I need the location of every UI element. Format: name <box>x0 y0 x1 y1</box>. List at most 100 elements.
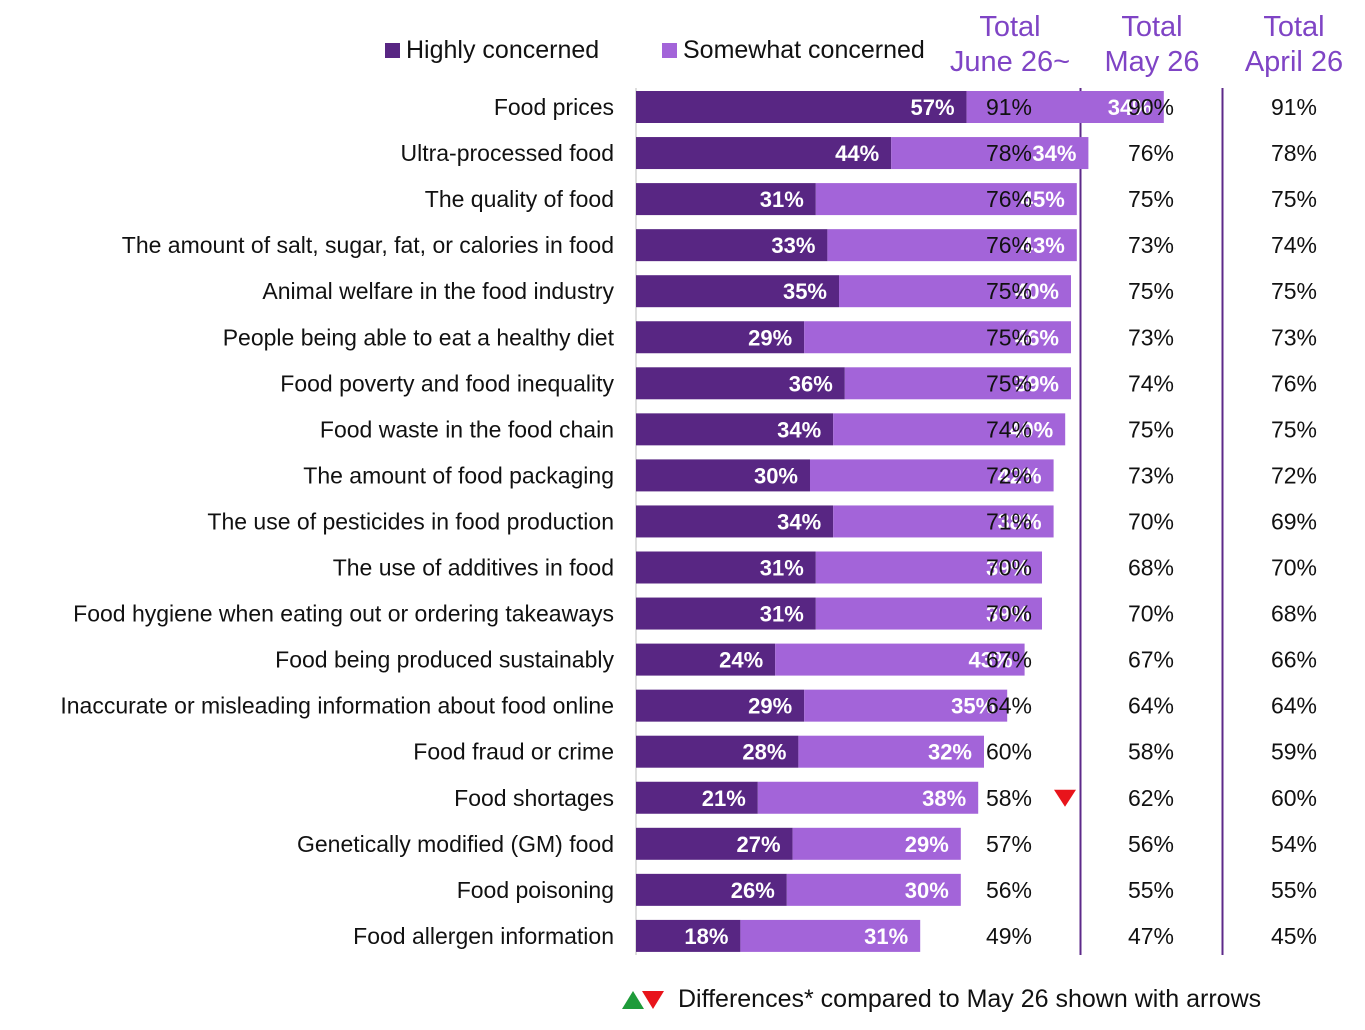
table-cell: 58% <box>986 785 1032 811</box>
bar-somewhat <box>804 689 1008 722</box>
bar-highly <box>636 459 810 492</box>
data-label-somewhat: 31% <box>864 924 908 949</box>
legend-swatch-somewhat <box>662 43 677 58</box>
bar-highly <box>636 275 839 308</box>
table-cell: 64% <box>986 693 1032 719</box>
category-label: Inaccurate or misleading information abo… <box>60 693 614 719</box>
bar-highly <box>636 91 967 123</box>
data-label-somewhat: 39% <box>1015 371 1059 396</box>
bar-highly <box>636 597 816 630</box>
data-label-highly: 34% <box>777 417 821 442</box>
bar-somewhat <box>786 873 961 906</box>
column-header-line2: May 26 <box>1104 46 1200 78</box>
table-cell: 75% <box>1128 278 1174 304</box>
data-label-somewhat: 46% <box>1015 325 1059 350</box>
bar-highly <box>636 367 845 400</box>
data-label-highly: 36% <box>789 371 833 396</box>
data-label-highly: 31% <box>760 602 804 627</box>
category-label: The amount of food packaging <box>303 462 614 488</box>
column-header-line2: June 26~ <box>949 46 1071 78</box>
data-label-somewhat: 45% <box>1021 187 1065 212</box>
table-cell: 67% <box>1128 647 1174 673</box>
data-label-highly: 35% <box>783 279 827 304</box>
bar-highly <box>636 689 805 722</box>
table-cell: 73% <box>1128 232 1174 258</box>
table-cell: 91% <box>1271 94 1317 120</box>
down-arrow-icon <box>642 990 664 1009</box>
column-header-line1: Total <box>979 11 1041 43</box>
bar-somewhat <box>757 781 979 814</box>
data-label-somewhat: 40% <box>1009 417 1053 442</box>
category-label: Food hygiene when eating out or ordering… <box>73 601 614 627</box>
bar-somewhat <box>815 551 1042 584</box>
bar-highly <box>636 919 741 952</box>
table-cell: 73% <box>1271 324 1317 350</box>
category-label: People being able to eat a healthy diet <box>223 324 615 350</box>
table-cell: 71% <box>986 508 1032 534</box>
data-label-somewhat: 43% <box>1021 233 1065 258</box>
category-label: Ultra-processed food <box>401 140 615 166</box>
table-cell: 74% <box>1128 370 1174 396</box>
data-label-highly: 44% <box>835 141 879 166</box>
table-cell: 70% <box>1271 555 1317 581</box>
column-header-line1: Total <box>1121 11 1183 43</box>
table-cell: 58% <box>1128 739 1174 765</box>
table-cell: 72% <box>986 462 1032 488</box>
table-cell: 91% <box>986 94 1032 120</box>
table-cell: 90% <box>1128 94 1174 120</box>
table-cell: 62% <box>1128 785 1174 811</box>
data-label-highly: 21% <box>702 786 746 811</box>
stacked-bar-chart: Food prices 57% 34%91% 90% 91%Ultra-processe… <box>60 88 1317 955</box>
bar-highly <box>636 643 776 676</box>
category-label: Animal welfare in the food industry <box>262 278 614 304</box>
bar-somewhat <box>891 137 1089 170</box>
data-label-somewhat: 40% <box>1015 279 1059 304</box>
bar-somewhat <box>798 735 984 768</box>
data-label-highly: 31% <box>760 187 804 212</box>
table-cell: 78% <box>986 140 1032 166</box>
bar-somewhat <box>839 275 1071 308</box>
data-label-highly: 30% <box>754 463 798 488</box>
table-cell: 73% <box>1128 462 1174 488</box>
table-cell: 78% <box>1271 140 1317 166</box>
table-cell: 67% <box>986 647 1032 673</box>
table-cell: 68% <box>1128 555 1174 581</box>
table-cell: 49% <box>986 923 1032 949</box>
table-cell: 73% <box>1128 324 1174 350</box>
column-header-line2: April 26 <box>1244 46 1344 78</box>
table-cell: 75% <box>986 278 1032 304</box>
bar-highly <box>636 413 834 446</box>
bar-somewhat <box>966 91 1164 123</box>
legend-somewhat: Somewhat concerned <box>662 36 925 65</box>
category-label: Food poisoning <box>457 877 614 903</box>
table-cell: 75% <box>986 370 1032 396</box>
bar-somewhat <box>792 827 961 860</box>
column-header-may: Total May 26 <box>1082 10 1222 80</box>
table-cell: 76% <box>1271 370 1317 396</box>
bar-highly <box>636 735 799 768</box>
column-header-line1: Total <box>1263 11 1325 43</box>
bar-highly <box>636 551 816 584</box>
category-label: Food allergen information <box>353 923 614 949</box>
table-cell: 47% <box>1128 923 1174 949</box>
data-label-highly: 29% <box>748 694 792 719</box>
bar-somewhat <box>815 183 1077 216</box>
bar-somewhat <box>833 505 1054 538</box>
data-label-somewhat: 39% <box>986 556 1030 581</box>
bar-somewhat <box>810 459 1054 492</box>
data-label-somewhat: 34% <box>1108 95 1152 120</box>
table-cell: 60% <box>1271 785 1317 811</box>
category-label: Food being produced sustainably <box>275 647 614 673</box>
data-label-somewhat: 43% <box>969 648 1013 673</box>
data-label-highly: 18% <box>684 924 728 949</box>
category-label: Genetically modified (GM) food <box>297 831 614 857</box>
table-cell: 70% <box>986 555 1032 581</box>
down-arrow-icon <box>1054 789 1076 807</box>
data-label-highly: 26% <box>731 878 775 903</box>
bar-highly <box>636 137 892 170</box>
table-cell: 76% <box>1128 140 1174 166</box>
up-arrow-icon <box>622 990 644 1009</box>
table-cell: 75% <box>1128 416 1174 442</box>
bar-highly <box>636 873 787 906</box>
table-cell: 75% <box>1128 186 1174 212</box>
